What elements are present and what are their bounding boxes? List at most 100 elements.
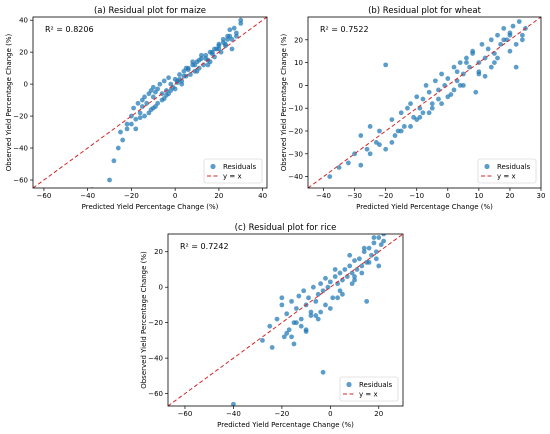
data-point: [344, 274, 350, 279]
y-tick-label: −20: [148, 319, 163, 327]
x-tick-label: 0: [173, 192, 177, 200]
r-squared-label: R² = 0.8206: [45, 25, 94, 34]
data-point: [429, 105, 435, 111]
r-squared-label: R² = 0.7522: [320, 25, 369, 34]
data-point: [308, 309, 314, 315]
r-squared-label: R² = 0.7242: [180, 242, 229, 251]
data-point: [445, 76, 451, 81]
data-point: [315, 316, 321, 322]
data-point: [310, 284, 316, 290]
data-point: [124, 126, 130, 132]
legend-box: [477, 158, 537, 184]
data-point: [327, 279, 333, 285]
data-point: [315, 291, 321, 297]
data-point: [349, 270, 355, 276]
data-point: [488, 64, 494, 70]
data-point: [205, 62, 211, 68]
data-point: [364, 298, 370, 304]
data-point: [513, 41, 519, 47]
x-axis-label: Predicted Yield Percentage Change (%): [356, 203, 493, 211]
data-point: [519, 37, 525, 43]
data-point: [383, 146, 389, 152]
data-point: [516, 19, 522, 24]
data-point: [177, 72, 182, 77]
data-point: [267, 323, 273, 329]
data-point: [118, 129, 123, 135]
data-point: [336, 165, 342, 170]
data-point: [420, 96, 426, 102]
scatter-points: [231, 234, 387, 406]
data-point: [296, 293, 302, 299]
data-point: [164, 92, 169, 98]
data-point: [498, 41, 504, 47]
legend-label-identity: y = x: [223, 173, 242, 181]
data-point: [196, 57, 202, 63]
data-point: [161, 78, 167, 84]
data-point: [495, 32, 500, 38]
y-tick-label: 0: [24, 81, 28, 89]
data-point: [457, 60, 463, 65]
y-tick-label: −60: [13, 177, 28, 185]
data-point: [373, 249, 379, 255]
data-point: [335, 295, 340, 301]
y-tick-label: −20: [13, 113, 28, 121]
data-point: [337, 270, 343, 276]
data-point: [153, 104, 158, 109]
x-tick-label: −60: [178, 410, 193, 418]
data-point: [395, 128, 401, 134]
legend-label-identity: y = x: [359, 391, 378, 399]
legend: Residuals y = x: [203, 158, 263, 184]
data-point: [510, 23, 516, 29]
data-point: [398, 110, 404, 116]
data-point: [188, 72, 193, 77]
data-point: [361, 249, 367, 255]
data-point: [233, 33, 239, 39]
data-point: [470, 51, 476, 56]
data-point: [381, 238, 387, 244]
data-point: [129, 121, 134, 127]
data-point: [192, 62, 198, 68]
legend-label-residuals: Residuals: [497, 163, 531, 171]
data-point: [439, 71, 444, 77]
x-tick-label: −40: [316, 192, 331, 200]
data-point: [352, 258, 357, 263]
data-point: [198, 52, 204, 58]
x-tick-label: 20: [505, 192, 514, 200]
data-point: [194, 68, 200, 74]
data-point: [137, 110, 143, 116]
data-point: [157, 81, 163, 87]
data-point: [358, 133, 364, 138]
x-tick-label: 20: [214, 192, 223, 200]
data-point: [367, 151, 373, 157]
data-point: [342, 267, 348, 272]
data-point: [369, 252, 374, 258]
legend-marker-residuals: [484, 163, 490, 170]
data-point: [492, 60, 497, 65]
x-tick-label: 40: [258, 192, 267, 200]
identity-line: [308, 17, 541, 188]
data-point: [479, 41, 485, 47]
data-point: [356, 256, 362, 262]
data-point: [107, 177, 112, 183]
y-tick-label: −40: [13, 145, 28, 153]
data-point: [181, 73, 187, 79]
data-point: [373, 256, 379, 262]
data-point: [457, 83, 463, 88]
data-point: [354, 267, 360, 272]
plot-frame: [32, 16, 268, 189]
data-point: [420, 110, 426, 116]
data-point: [284, 311, 290, 317]
data-point: [159, 97, 165, 103]
x-tick-label: −60: [37, 192, 52, 200]
data-point: [381, 234, 387, 237]
legend: Residuals y = x: [477, 158, 537, 184]
data-point: [306, 295, 311, 301]
data-point: [377, 128, 382, 134]
data-point: [209, 51, 215, 57]
data-point: [323, 302, 328, 308]
x-tick-label: −20: [124, 192, 139, 200]
data-point: [361, 245, 367, 251]
data-point: [150, 84, 156, 90]
data-point: [347, 252, 353, 258]
